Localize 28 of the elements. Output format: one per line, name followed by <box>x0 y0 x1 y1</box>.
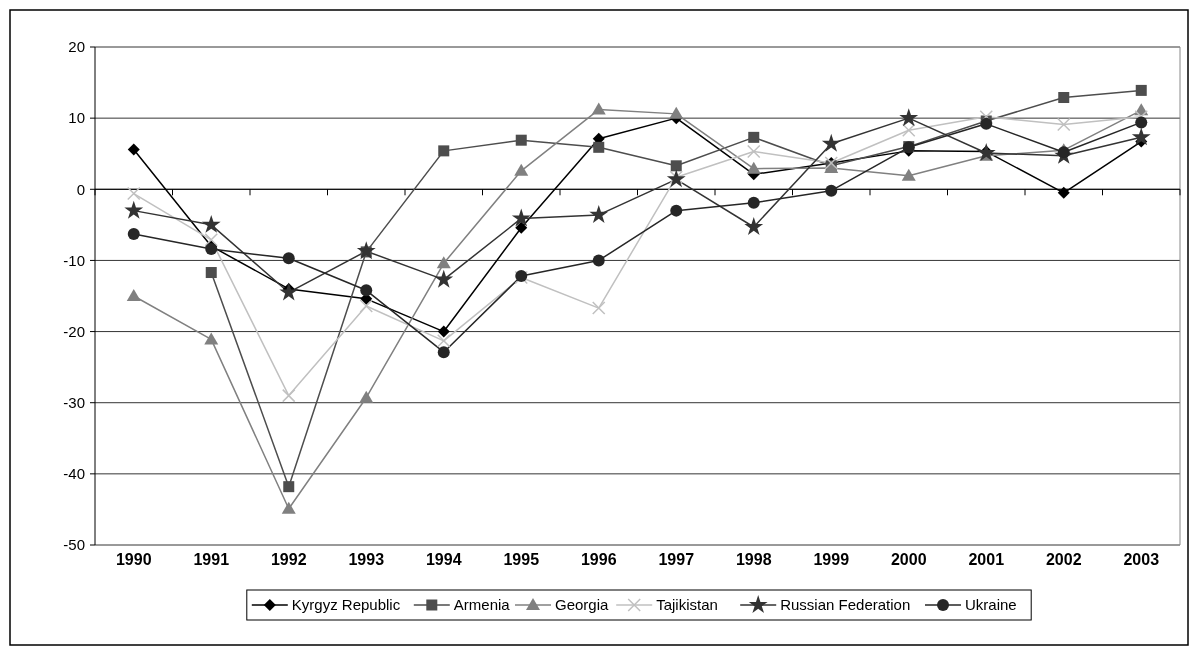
y-tick-label: -40 <box>63 465 85 483</box>
legend-label: Russian Federation <box>780 596 911 614</box>
y-tick-label: 10 <box>68 109 85 127</box>
y-tick-label: -50 <box>63 536 85 554</box>
x-tick-label: 1995 <box>503 551 540 568</box>
y-tick-label: -10 <box>63 251 85 269</box>
legend-label: Armenia <box>453 596 511 614</box>
x-tick-label: 1990 <box>115 551 152 568</box>
y-tick-label: -30 <box>63 393 85 411</box>
x-tick-label: 2002 <box>1045 551 1082 568</box>
x-tick-label: 1999 <box>813 551 850 568</box>
y-tick-label: 0 <box>76 180 85 198</box>
y-tick-label: -20 <box>63 322 85 340</box>
legend-label: Ukraine <box>965 596 1017 614</box>
y-tick-label: 20 <box>68 38 85 56</box>
x-tick-label: 1991 <box>193 551 230 568</box>
legend-label: Tajikistan <box>656 596 718 614</box>
x-tick-label: 2001 <box>968 551 1005 568</box>
x-tick-label: 2003 <box>1123 551 1160 568</box>
legend-label: Georgia <box>555 596 610 614</box>
x-tick-label: 1997 <box>658 551 695 568</box>
x-tick-label: 1994 <box>425 551 462 568</box>
x-tick-label: 2000 <box>890 551 927 568</box>
x-tick-label: 1992 <box>270 551 307 568</box>
legend-label: Kyrgyz Republic <box>291 596 401 614</box>
x-tick-label: 1996 <box>580 551 617 568</box>
x-tick-label: 1993 <box>348 551 385 568</box>
x-tick-label: 1998 <box>735 551 772 568</box>
